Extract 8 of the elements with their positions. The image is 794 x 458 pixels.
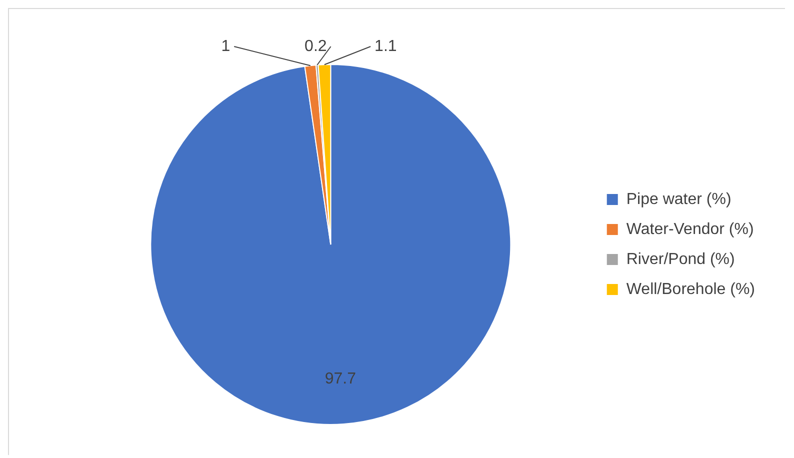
data-label: 1: [221, 38, 230, 55]
data-label: 97.7: [324, 370, 356, 388]
data-label: 1.1: [374, 38, 397, 55]
legend-label: River/Pond (%): [626, 250, 735, 268]
legend-label: Well/Borehole (%): [626, 280, 755, 298]
legend-label: Water-Vendor (%): [626, 220, 754, 238]
legend-label: Pipe water (%): [626, 190, 732, 208]
data-label: 0.2: [304, 38, 327, 55]
